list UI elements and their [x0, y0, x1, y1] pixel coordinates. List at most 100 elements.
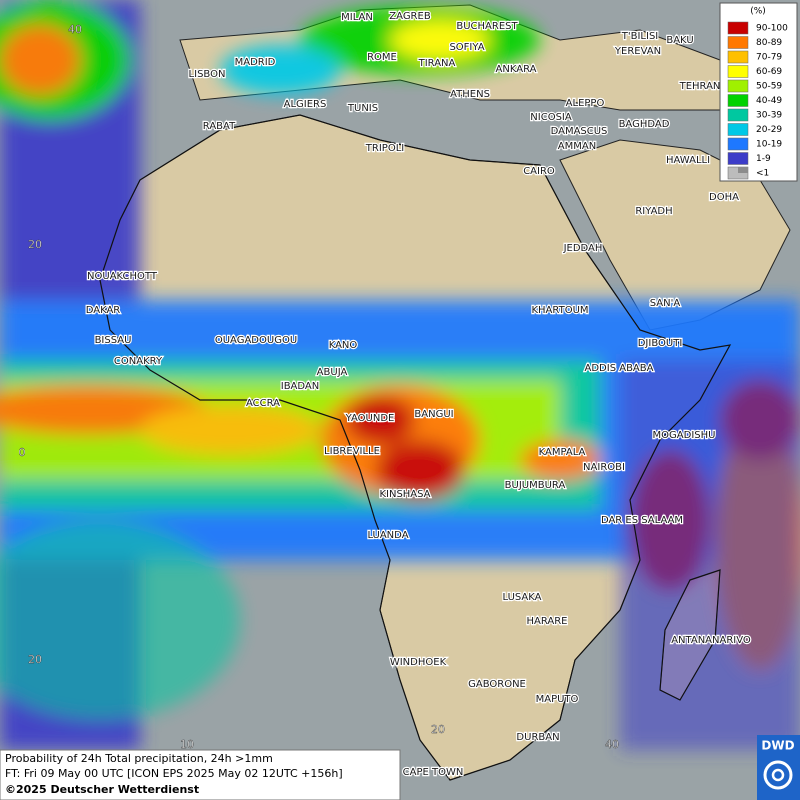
- graticule-label: 40: [68, 23, 82, 36]
- city-label: BUJUMBURA: [505, 480, 566, 491]
- legend-label: 70-79: [756, 53, 782, 63]
- city-label: DAMASCUS: [551, 126, 608, 137]
- city-label: LUANDA: [367, 530, 408, 541]
- city-label: ALEPPO: [566, 98, 605, 109]
- city-label: OUAGADOUGOU: [215, 335, 297, 346]
- legend-swatch: [727, 137, 749, 151]
- city-label: HARARE: [526, 616, 567, 627]
- legend-swatch: [738, 167, 748, 173]
- city-label: TIRANA: [418, 58, 456, 69]
- legend-label: 10-19: [756, 140, 782, 150]
- city-label: T'BILISI: [621, 31, 658, 42]
- city-label: NICOSIA: [530, 112, 572, 123]
- city-label: ROME: [367, 52, 397, 63]
- legend-swatch: [727, 79, 749, 93]
- city-label: TUNIS: [347, 103, 378, 114]
- footer-line: ©2025 Deutscher Wetterdienst: [5, 783, 199, 796]
- city-label: BAGHDAD: [619, 119, 670, 130]
- city-label: TRIPOLI: [365, 143, 404, 154]
- legend-swatch: [727, 21, 749, 35]
- city-label: SOFIYA: [449, 42, 484, 53]
- city-label: ACCRA: [246, 398, 280, 409]
- graticule-label: 20: [28, 653, 42, 666]
- city-label: DURBAN: [516, 732, 559, 743]
- city-label: DJIBOUTI: [638, 338, 683, 349]
- city-label: MAPUTO: [536, 694, 579, 705]
- city-label: RIYADH: [635, 206, 672, 217]
- footer: Probability of 24h Total precipitation, …: [0, 749, 401, 800]
- city-label: MOGADISHU: [653, 430, 716, 441]
- logo-text: DWD: [761, 739, 794, 753]
- city-label: DOHA: [709, 192, 739, 203]
- legend-unit: (%): [750, 7, 766, 17]
- city-label: BANGUI: [414, 409, 453, 420]
- city-label: YEREVAN: [614, 46, 661, 57]
- graticule-labels: 40 20 0 20 10 20 40: [18, 23, 619, 751]
- city-label: BAKU: [666, 35, 693, 46]
- legend-swatch: [727, 108, 749, 122]
- city-label: BISSAU: [95, 335, 132, 346]
- city-label: LIBREVILLE: [324, 446, 380, 457]
- footer-box: [0, 749, 401, 800]
- city-label: WINDHOEK: [390, 657, 447, 668]
- legend-label: 80-89: [756, 38, 782, 48]
- city-labels: MILAN ZAGREB BUCHAREST T'BILISI BAKU MADRID RO…: [85, 10, 753, 779]
- legend-label: 20-29: [756, 125, 782, 135]
- legend-swatch: [727, 152, 749, 165]
- city-label: DAKAR: [86, 305, 121, 316]
- city-label: ALGIERS: [284, 99, 327, 110]
- city-label: AMMAN: [558, 141, 596, 152]
- dwd-logo: DWD: [757, 735, 800, 800]
- city-label: BUCHAREST: [456, 21, 518, 32]
- city-label: MADRID: [235, 57, 276, 68]
- city-label: ATHENS: [450, 89, 490, 100]
- city-label: ANKARA: [496, 64, 537, 75]
- city-label: TEHRAN: [679, 81, 721, 92]
- footer-line: FT: Fri 09 May 00 UTC [ICON EPS 2025 May…: [5, 767, 343, 780]
- city-label: ADDIS ABABA: [585, 363, 654, 374]
- city-label: KINSHASA: [379, 489, 430, 500]
- city-label: KANO: [329, 340, 358, 351]
- graticule-label: 0: [19, 446, 26, 459]
- graticule-label: 20: [28, 238, 42, 251]
- logo-icon: [771, 768, 785, 782]
- logo-icon: [763, 760, 793, 790]
- coastline: [99, 114, 732, 781]
- city-label: CAPE TOWN: [403, 767, 464, 778]
- legend-swatch: [727, 94, 749, 107]
- legend-label: 90-100: [756, 24, 788, 34]
- city-label: LISBON: [189, 69, 226, 80]
- city-label: CONAKRY: [114, 356, 163, 367]
- city-label: YAOUNDE: [345, 413, 395, 424]
- city-label: IBADAN: [281, 381, 320, 392]
- city-label: LUSAKA: [503, 592, 542, 603]
- legend-label: <1: [756, 169, 769, 179]
- city-label: KAMPALA: [539, 447, 586, 458]
- city-label: RABAT: [203, 121, 236, 132]
- graticule-label: 10: [180, 738, 194, 751]
- legend-swatch: [727, 123, 749, 136]
- graticule-label: 20: [431, 723, 445, 736]
- graticule-label: 40: [605, 738, 619, 751]
- precipitation-field: [0, 0, 800, 750]
- city-label: NAIROBI: [583, 462, 625, 473]
- city-label: DAR ES SALAAM: [601, 515, 683, 526]
- city-label: SAN'A: [650, 298, 681, 309]
- legend-label: 1-9: [756, 154, 771, 164]
- city-label: CAIRO: [523, 166, 555, 177]
- city-label: ABUJA: [317, 367, 348, 378]
- legend-label: 30-39: [756, 111, 782, 121]
- legend-label: 60-69: [756, 67, 782, 77]
- city-label: NOUAKCHOTT: [87, 271, 158, 282]
- legend-label: 50-59: [756, 82, 782, 92]
- city-label: KHARTOUM: [531, 305, 588, 316]
- city-label: GABORONE: [468, 679, 526, 690]
- city-label: ANTANANARIVO: [671, 635, 751, 646]
- footer-line: Probability of 24h Total precipitation, …: [5, 752, 273, 765]
- city-label: HAWALLI: [666, 155, 710, 166]
- city-label: JEDDAH: [563, 243, 603, 254]
- city-label: ZAGREB: [389, 11, 431, 22]
- legend-label: 40-49: [756, 96, 782, 106]
- legend-swatch: [727, 36, 749, 49]
- legend-swatch: [727, 50, 749, 64]
